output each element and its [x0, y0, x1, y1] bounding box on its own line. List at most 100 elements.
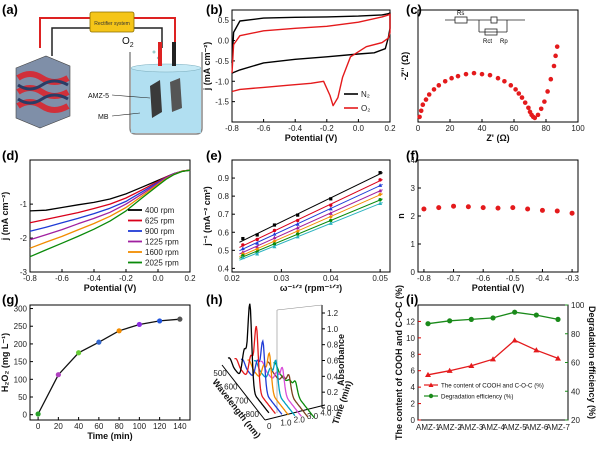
y-tick-label: -3: [20, 268, 28, 277]
x-axis-label: Z' (Ω): [486, 133, 509, 143]
y-axis-label: j (mA cm⁻²): [0, 192, 10, 241]
x-tick-label: 0.2: [184, 274, 196, 283]
y2-tick-label: 60: [571, 359, 580, 368]
legend-label: 2025 rpm: [145, 259, 179, 268]
y-tick-label: 3: [411, 184, 416, 193]
panel-label-i: (i): [406, 292, 418, 307]
y-tick-label: 300: [14, 305, 28, 314]
kl-point: [295, 218, 300, 223]
y-tick-label: 4: [411, 156, 416, 165]
y-axis-label: n: [396, 213, 406, 219]
nyquist-point: [522, 100, 528, 105]
y-tick-label: 0.8: [218, 192, 230, 201]
series-point: [490, 356, 496, 362]
kl-point: [329, 218, 333, 223]
y-tick-label: 2: [411, 400, 416, 409]
y-tick-label: 6: [411, 367, 416, 376]
panel-i: (i)02468101220406080100AMZ-1AMZ-2AMZ-3AM…: [394, 285, 597, 440]
kl-fit-line: [239, 189, 383, 255]
legend-label: Degradation efficiency (%): [441, 394, 513, 401]
y-tick-label: 0.5: [218, 246, 230, 255]
wavelength-tick-label: 700: [235, 396, 249, 405]
nyquist-point: [553, 53, 558, 59]
legend-label: 400 rpm: [145, 206, 175, 215]
nyquist-point: [455, 73, 461, 79]
kl-point: [255, 251, 260, 256]
kl-point: [295, 225, 300, 230]
y2-tick-label: 100: [571, 301, 585, 310]
x-axis-label: ω⁻¹ᐟ² (rpm⁻¹ᐟ²): [280, 283, 342, 293]
n-point: [569, 210, 575, 216]
nyquist-point: [519, 95, 525, 100]
kl-fit-line: [239, 179, 383, 248]
x-tick-label: -0.4: [288, 124, 302, 133]
panel-label-a: (a): [2, 2, 18, 17]
kl-point: [272, 223, 277, 227]
nyquist-point: [526, 105, 531, 111]
kl-point: [378, 192, 383, 197]
kl-point: [255, 233, 259, 237]
nyquist-point: [442, 78, 448, 84]
wire-red-left: [39, 17, 90, 48]
nyquist-point: [548, 76, 554, 82]
h2o2-point: [136, 321, 142, 328]
n-point: [539, 207, 545, 213]
legend-label: 1600 rpm: [145, 248, 179, 257]
abs-tick-label: 0.4: [327, 372, 339, 381]
wavelength-tick-label: 800: [246, 410, 260, 419]
kl-point: [378, 183, 383, 187]
kl-point: [241, 236, 245, 241]
x-tick-label: 0.02: [224, 274, 240, 283]
series-point: [511, 337, 518, 343]
series-point: [533, 347, 540, 353]
honeycomb-electrode: [15, 55, 71, 129]
panel-label-b: (b): [206, 2, 223, 17]
y-tick-label: -2: [20, 234, 28, 243]
kl-point: [328, 221, 333, 225]
circuit-resistor: [454, 16, 468, 24]
series-point: [425, 321, 431, 327]
x-tick-label: 100: [571, 124, 585, 133]
kl-point: [329, 197, 333, 201]
y-tick-label: 200: [14, 340, 28, 349]
n-point: [451, 203, 457, 209]
panel-b: (b) -0.8 -0.6 -0.4 -0.2 0.0 0.2 0.5 0.0 -0.5 -1.0 -…: [202, 2, 396, 143]
abs-tick-label: 1.2: [327, 309, 339, 318]
series-point: [447, 318, 453, 324]
kl-point: [328, 211, 333, 215]
series-point: [555, 316, 561, 322]
y-tick-label: 0: [23, 411, 28, 420]
x-tick-label: 0.2: [384, 124, 396, 133]
x-tick-label: 20: [54, 422, 63, 431]
x-tick-label: 0: [36, 422, 41, 431]
h2o2-point: [96, 339, 102, 345]
back-edge: [276, 304, 323, 311]
y-axis-label: -Z'' (Ω): [400, 52, 410, 81]
legend-label: 900 rpm: [145, 227, 175, 236]
y-tick-label: 250: [14, 322, 28, 331]
x-tick-label: 0.0: [152, 274, 164, 283]
x-tick-label: -0.6: [55, 274, 69, 283]
x-tick-label: -0.3: [565, 274, 579, 283]
kl-fit-line: [239, 198, 383, 259]
x-axis-label: Time (min): [87, 431, 132, 441]
plot-frame: [417, 9, 579, 123]
panel-label-d: (d): [2, 148, 19, 163]
kl-point: [255, 241, 260, 245]
kl-fit-line: [239, 202, 383, 261]
x-tick-label: 100: [133, 422, 147, 431]
x-tick-label: -0.8: [23, 274, 37, 283]
n-point: [480, 205, 486, 211]
x-tick-label: 40: [74, 422, 83, 431]
nyquist-point: [495, 75, 501, 81]
series-point: [533, 312, 539, 318]
plot-frame: [231, 159, 391, 273]
abs-tick-label: 1.0: [327, 325, 339, 334]
y-tick-label: -1.0: [215, 77, 229, 86]
kl-point: [328, 214, 333, 219]
panel-f: (f) -0.8 -0.7 -0.6 -0.5 -0.4 -0.3 0 1 2 3 4 Potentia…: [396, 148, 580, 293]
nyquist-point: [426, 92, 432, 97]
series-point: [512, 309, 518, 315]
cathode-plate: [150, 80, 162, 118]
kl-point: [272, 244, 277, 249]
